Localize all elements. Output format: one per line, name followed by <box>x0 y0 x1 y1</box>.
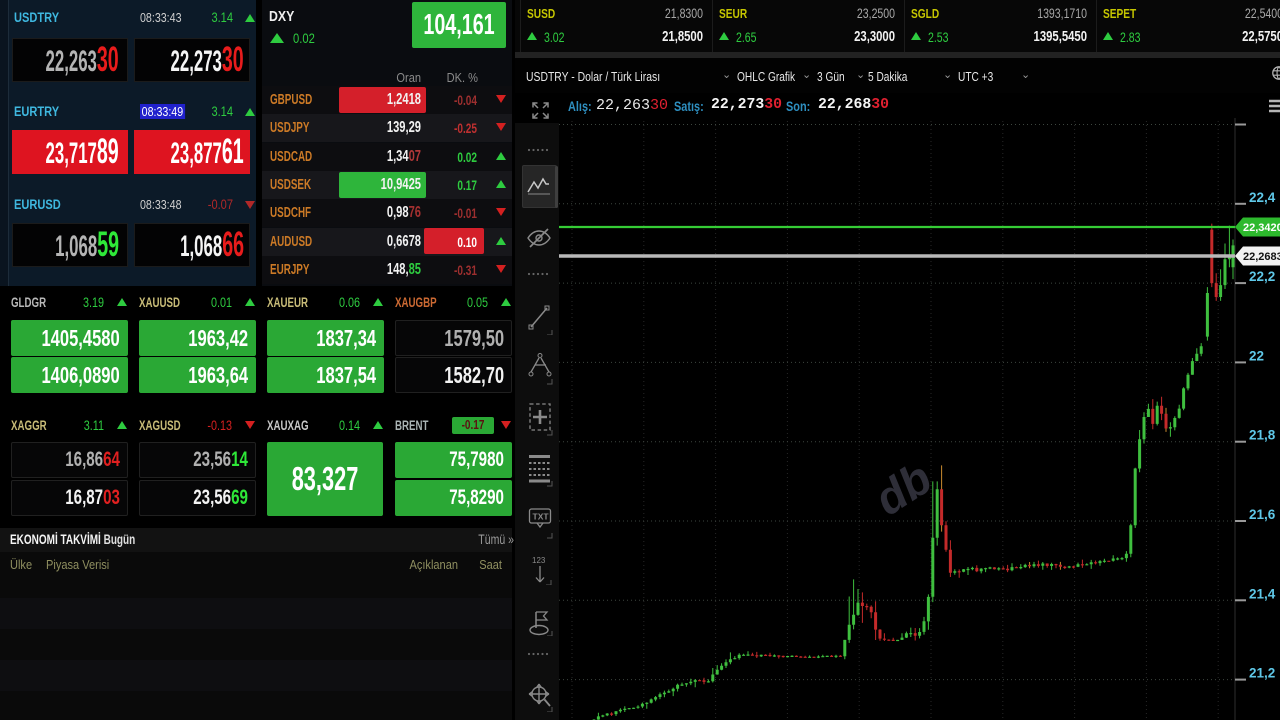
svg-text:db: db <box>865 451 940 525</box>
svg-text:22,2: 22,2 <box>1249 269 1275 284</box>
svg-text:22,3420: 22,3420 <box>1243 222 1280 234</box>
svg-text:21,4: 21,4 <box>1249 586 1276 601</box>
svg-text:22: 22 <box>1249 348 1264 363</box>
svg-text:21,8: 21,8 <box>1249 428 1276 443</box>
svg-text:21,2: 21,2 <box>1249 666 1275 681</box>
svg-text:21,6: 21,6 <box>1249 507 1276 522</box>
svg-text:22,4: 22,4 <box>1249 190 1276 205</box>
svg-text:123: 123 <box>532 556 546 565</box>
svg-text:22,2683: 22,2683 <box>1243 251 1280 263</box>
svg-text:TXT: TXT <box>533 512 550 522</box>
